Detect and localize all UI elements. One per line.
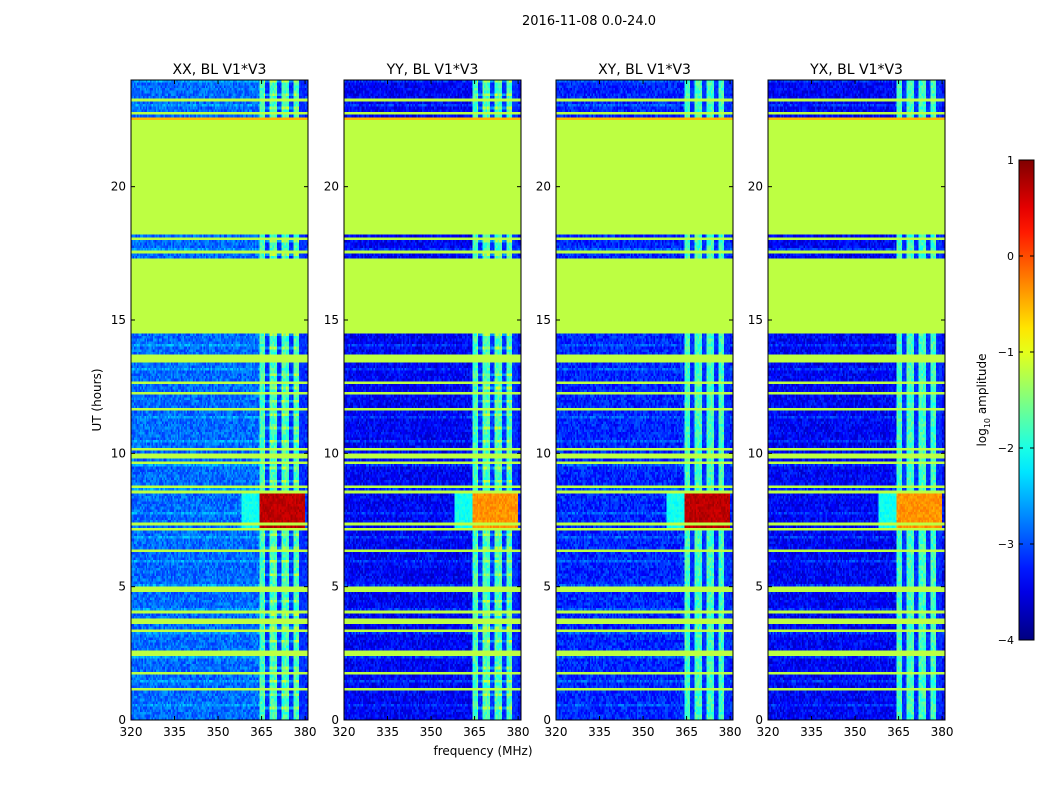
x-tick-label: 320 <box>333 725 356 739</box>
x-tick-label: 320 <box>545 725 568 739</box>
x-tick-label: 320 <box>120 725 143 739</box>
panel-xy: XY, BL V1*V3 320 335 350 365 380 0 5 10 15 20 <box>536 62 742 739</box>
x-tick-label: 320 <box>757 725 780 739</box>
colorbar-label: log10 amplitude <box>975 354 992 447</box>
x-tick-label: 335 <box>588 725 611 739</box>
x-tick-label: 335 <box>376 725 399 739</box>
colorbar-tick-label: −4 <box>998 634 1014 647</box>
panel-yx: YX, BL V1*V3 320 335 350 365 380 0 5 10 15 20 <box>748 62 954 739</box>
y-tick-label: 5 <box>755 580 763 594</box>
x-tick-label: 365 <box>887 725 910 739</box>
axes-frame <box>767 79 946 721</box>
axes-frame <box>555 79 734 721</box>
x-tick-label: 335 <box>163 725 186 739</box>
y-tick-label: 15 <box>536 313 551 327</box>
axes-frame <box>343 79 522 721</box>
y-tick-label: 20 <box>536 180 551 194</box>
colorbar-tick-label: −1 <box>998 346 1014 359</box>
y-tick-label: 0 <box>755 713 763 727</box>
heatmap-image-xx <box>131 80 308 720</box>
panel-title: XX, BL V1*V3 <box>173 62 267 78</box>
x-tick-label: 365 <box>675 725 698 739</box>
x-tick-label: 365 <box>250 725 273 739</box>
panel-yy: YY, BL V1*V3 320 335 350 365 380 0 5 10 15 20 <box>324 62 530 739</box>
colorbar-tick-label: −2 <box>998 442 1014 455</box>
y-tick-label: 0 <box>543 713 551 727</box>
x-tick-label: 380 <box>931 725 954 739</box>
y-tick-label: 20 <box>324 180 339 194</box>
y-tick-label: 10 <box>324 446 339 460</box>
x-tick-label: 350 <box>207 725 230 739</box>
y-tick-label: 15 <box>324 313 339 327</box>
y-tick-label: 10 <box>748 446 763 460</box>
figure-suptitle: 2016-11-08 0.0-24.0 <box>522 14 656 29</box>
y-tick-label: 5 <box>543 580 551 594</box>
x-tick-label: 365 <box>463 725 486 739</box>
x-tick-label: 380 <box>507 725 530 739</box>
y-tick-label: 10 <box>111 446 126 460</box>
y-tick-label: 15 <box>748 313 763 327</box>
axes-frame <box>130 79 309 721</box>
heatmap-image-xy <box>556 80 733 720</box>
x-tick-label: 380 <box>719 725 742 739</box>
panel-title: YY, BL V1*V3 <box>386 62 479 78</box>
panel-title: YX, BL V1*V3 <box>809 62 903 78</box>
y-tick-label: 20 <box>748 180 763 194</box>
heatmap-image-yx <box>768 80 945 720</box>
x-axis-label: frequency (MHz) <box>433 744 532 758</box>
x-tick-label: 335 <box>800 725 823 739</box>
panel-title: XY, BL V1*V3 <box>598 62 691 78</box>
colorbar: 1 0 −1 −2 −3 −4 log10 amplitude <box>975 154 1035 647</box>
y-tick-label: 5 <box>331 580 339 594</box>
colorbar-tick-label: −3 <box>998 538 1014 551</box>
y-tick-label: 0 <box>331 713 339 727</box>
y-tick-label: 5 <box>118 580 126 594</box>
x-tick-label: 350 <box>632 725 655 739</box>
y-axis-label: UT (hours) <box>90 368 104 431</box>
y-tick-label: 20 <box>111 180 126 194</box>
x-tick-label: 380 <box>294 725 317 739</box>
y-tick-label: 10 <box>536 446 551 460</box>
colorbar-tick-label: 0 <box>1007 250 1014 263</box>
x-tick-label: 350 <box>844 725 867 739</box>
colorbar-tick-label: 1 <box>1007 154 1014 167</box>
heatmap-image-yy <box>344 80 521 720</box>
colorbar-gradient <box>1018 159 1035 641</box>
y-tick-label: 15 <box>111 313 126 327</box>
x-tick-label: 350 <box>420 725 443 739</box>
y-tick-label: 0 <box>118 713 126 727</box>
panel-xx: XX, BL V1*V3 320 335 350 365 380 0 5 10 15 20 <box>111 62 317 739</box>
